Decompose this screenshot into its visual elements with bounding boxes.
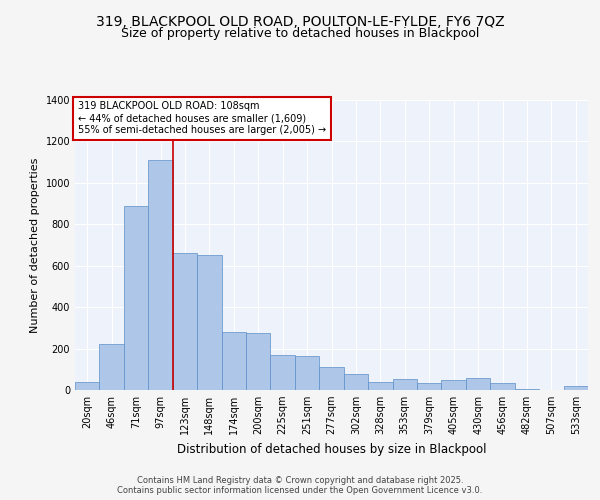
Bar xyxy=(148,160,173,390)
Bar xyxy=(295,356,319,390)
Bar xyxy=(100,344,124,390)
Bar xyxy=(197,256,221,390)
Bar xyxy=(75,382,100,390)
Text: 319 BLACKPOOL OLD ROAD: 108sqm
← 44% of detached houses are smaller (1,609)
55% : 319 BLACKPOOL OLD ROAD: 108sqm ← 44% of … xyxy=(77,102,326,134)
Bar xyxy=(344,374,368,390)
Bar xyxy=(319,367,344,390)
Bar xyxy=(392,378,417,390)
Bar xyxy=(246,333,271,390)
Text: 319, BLACKPOOL OLD ROAD, POULTON-LE-FYLDE, FY6 7QZ: 319, BLACKPOOL OLD ROAD, POULTON-LE-FYLD… xyxy=(95,15,505,29)
Bar xyxy=(417,383,442,390)
Bar xyxy=(563,386,588,390)
Text: Contains HM Land Registry data © Crown copyright and database right 2025.
Contai: Contains HM Land Registry data © Crown c… xyxy=(118,476,482,495)
Bar xyxy=(221,332,246,390)
Bar xyxy=(515,389,539,390)
X-axis label: Distribution of detached houses by size in Blackpool: Distribution of detached houses by size … xyxy=(177,442,486,456)
Y-axis label: Number of detached properties: Number of detached properties xyxy=(30,158,40,332)
Bar xyxy=(368,382,392,390)
Bar xyxy=(490,383,515,390)
Text: Size of property relative to detached houses in Blackpool: Size of property relative to detached ho… xyxy=(121,28,479,40)
Bar xyxy=(442,380,466,390)
Bar xyxy=(124,206,148,390)
Bar xyxy=(271,355,295,390)
Bar xyxy=(173,254,197,390)
Bar xyxy=(466,378,490,390)
